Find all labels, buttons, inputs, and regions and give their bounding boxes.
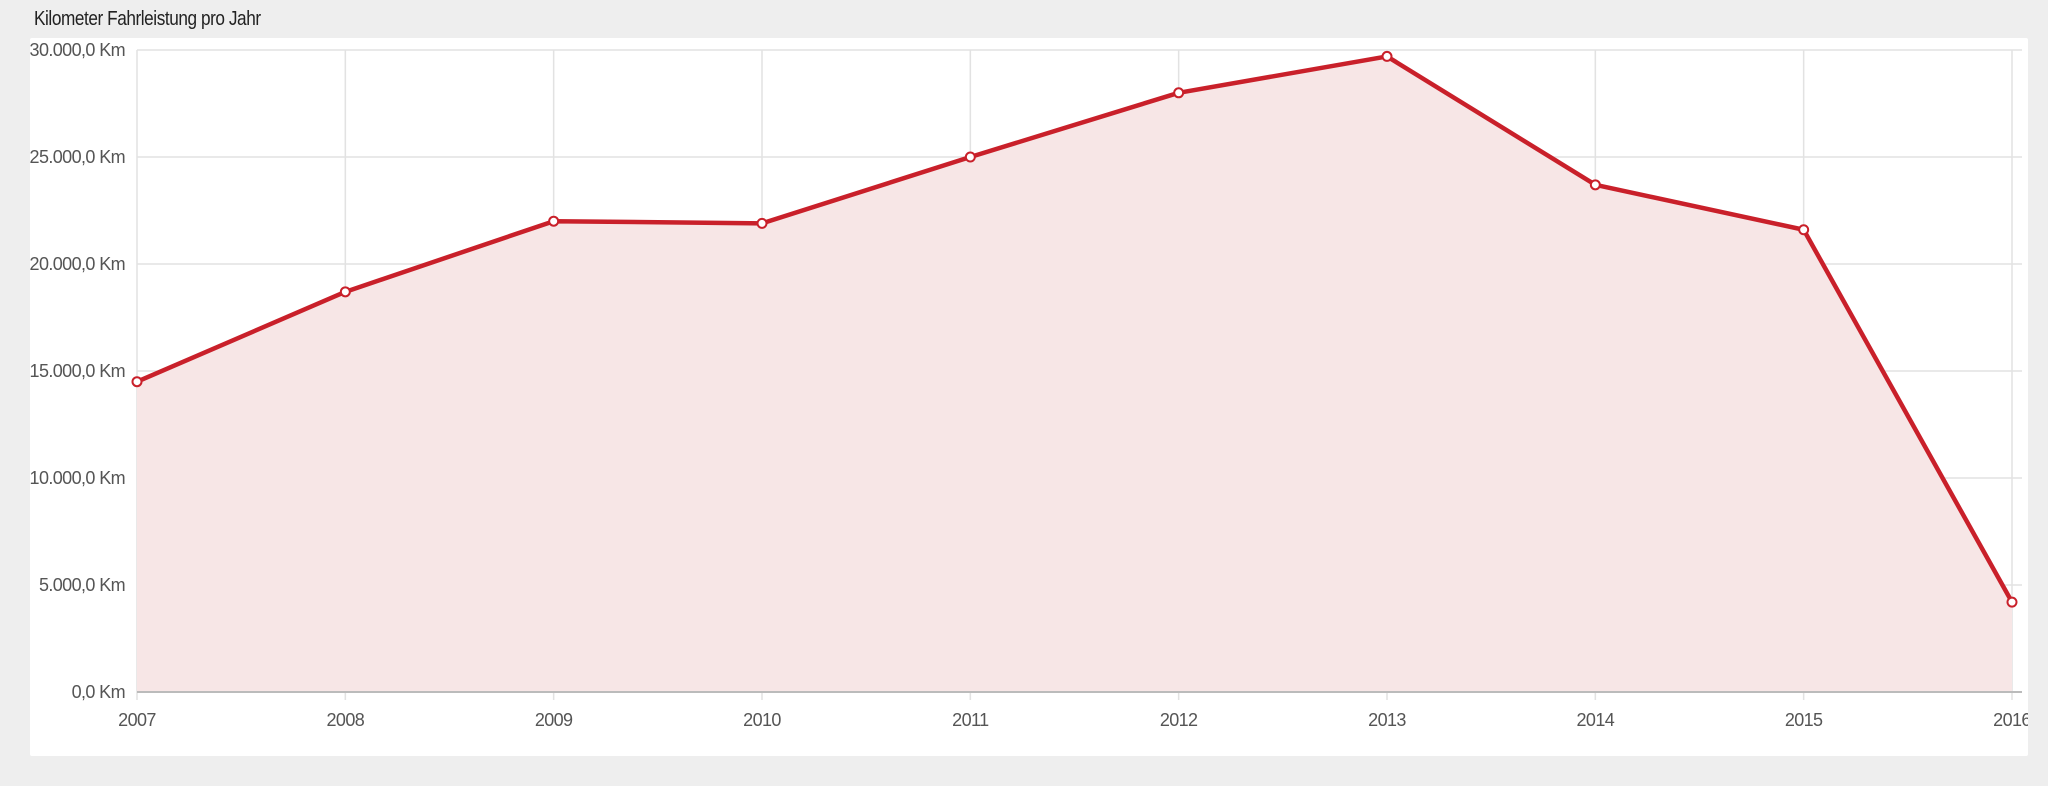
fahrleistung-chart: 0,0 Km 5.000,0 Km 10.000,0 Km 15.000,0 Km 20… bbox=[30, 40, 2028, 730]
y-axis-ticks: 0,0 Km 5.000,0 Km 10.000,0 Km 15.000,0 Km 20… bbox=[30, 40, 126, 702]
y-tick-label: 15.000,0 Km bbox=[30, 361, 125, 381]
chart-card: 0,0 Km 5.000,0 Km 10.000,0 Km 15.000,0 Km 20… bbox=[30, 38, 2028, 756]
area-fill bbox=[137, 56, 2012, 693]
x-tick-label: 2012 bbox=[1160, 710, 1198, 730]
data-point bbox=[1173, 87, 1185, 99]
data-point bbox=[756, 217, 768, 229]
data-point bbox=[131, 376, 143, 388]
series-line bbox=[136, 54, 2014, 604]
data-point bbox=[1589, 179, 1601, 191]
y-tick-label: 20.000,0 Km bbox=[30, 254, 125, 274]
data-point bbox=[548, 215, 560, 227]
chart-panel-title: Kilometer Fahrleistung pro Jahr bbox=[34, 8, 261, 30]
data-point bbox=[1381, 50, 1393, 62]
x-tick-label: 2013 bbox=[1368, 710, 1406, 730]
y-tick-label: 5.000,0 Km bbox=[39, 575, 125, 595]
y-tick-label: 10.000,0 Km bbox=[30, 468, 125, 488]
x-tick-label: 2015 bbox=[1785, 710, 1823, 730]
data-point bbox=[2006, 596, 2018, 608]
x-tick-label: 2009 bbox=[535, 710, 573, 730]
data-point bbox=[1798, 224, 1810, 236]
x-tick-label: 2011 bbox=[952, 710, 989, 730]
x-tick-label: 2016 bbox=[1993, 710, 2028, 730]
x-tick-label: 2008 bbox=[327, 710, 365, 730]
x-tick-label: 2007 bbox=[118, 710, 156, 730]
y-tick-label: 25.000,0 Km bbox=[30, 147, 125, 167]
y-tick-label: 30.000,0 Km bbox=[30, 40, 125, 60]
data-points bbox=[131, 50, 2018, 608]
y-tick-label: 0,0 Km bbox=[72, 682, 125, 702]
x-axis-ticks: 2007 2008 2009 2010 2011 2012 2013 2014 2015 2016 bbox=[118, 710, 2028, 730]
x-tick-label: 2014 bbox=[1577, 710, 1615, 730]
x-tick-label: 2010 bbox=[743, 710, 781, 730]
data-point bbox=[339, 286, 351, 298]
data-point bbox=[964, 151, 976, 163]
